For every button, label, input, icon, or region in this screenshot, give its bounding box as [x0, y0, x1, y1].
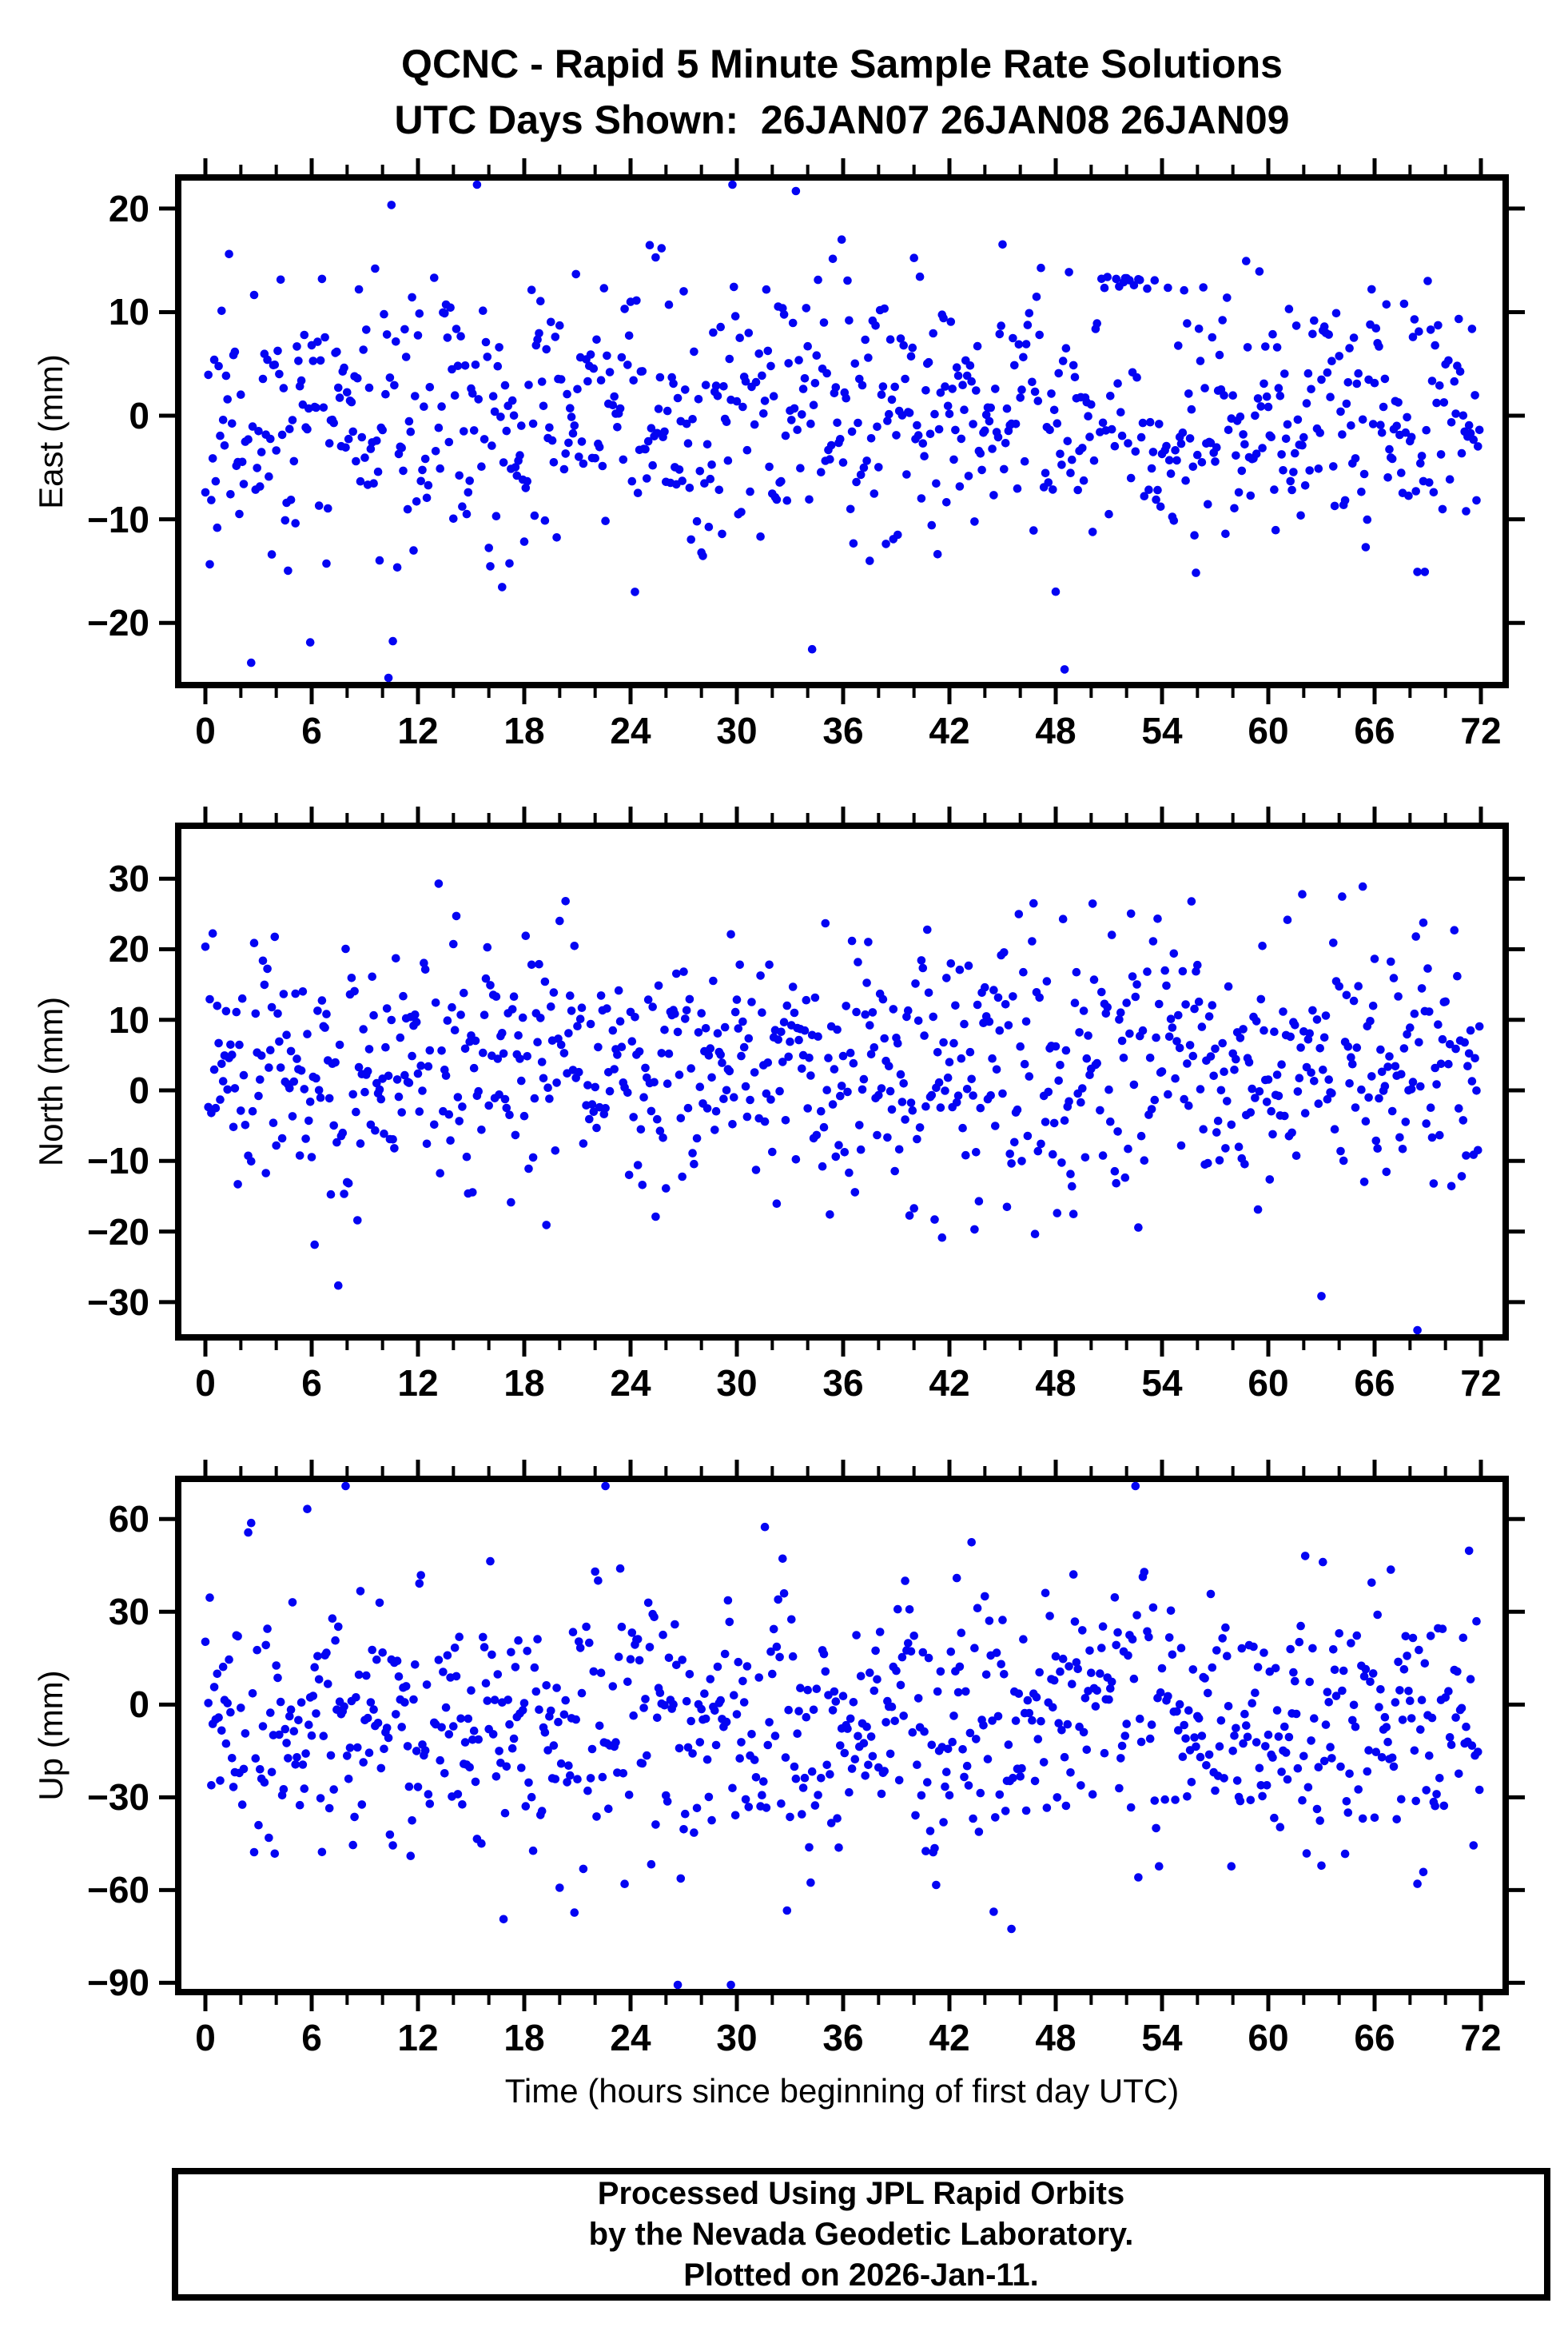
axis-ticks-north — [159, 807, 1525, 1357]
y-tick-label: −90 — [86, 1962, 149, 2004]
plot-title-line2: UTC Days Shown: 26JAN07 26JAN08 26JAN09 — [394, 98, 1290, 142]
scatter-points-north — [201, 879, 1484, 1335]
y-tick-label: −10 — [86, 498, 149, 540]
x-tick-label: 30 — [716, 2017, 758, 2058]
y-tick-label: 10 — [108, 998, 149, 1041]
x-tick-label: 42 — [929, 710, 970, 751]
x-tick-label: 6 — [301, 2017, 322, 2058]
footer-line2: by the Nevada Geodetic Laboratory. — [588, 2216, 1134, 2252]
y-tick-label: −30 — [86, 1776, 149, 1819]
x-tick-label: 30 — [716, 1362, 758, 1404]
x-tick-label: 66 — [1354, 2017, 1395, 2058]
y-tick-label: 0 — [129, 395, 149, 437]
x-tick-label: 48 — [1035, 1362, 1077, 1404]
x-tick-label: 48 — [1035, 2017, 1077, 2058]
plot-box-east — [175, 174, 1509, 688]
x-tick-label: 54 — [1141, 2017, 1183, 2058]
x-tick-label: 12 — [397, 1362, 439, 1404]
y-tick-label: 10 — [108, 291, 149, 333]
x-tick-label: 12 — [397, 2017, 439, 2058]
footer-line3: Plotted on 2026-Jan-11. — [683, 2257, 1039, 2293]
x-tick-label: 0 — [195, 710, 216, 751]
y-tick-label: −30 — [86, 1281, 149, 1323]
x-tick-label: 36 — [822, 710, 864, 751]
y-tick-label: 0 — [129, 1684, 149, 1726]
plot-panel-north — [159, 807, 1525, 1357]
y-tick-label: 30 — [108, 858, 149, 900]
axis-ticks-east — [159, 158, 1525, 704]
plot-panel-up — [159, 1460, 1525, 2011]
scatter-points-east — [201, 180, 1484, 683]
x-tick-label: 60 — [1248, 2017, 1289, 2058]
x-tick-label: 24 — [610, 710, 651, 751]
x-tick-label: 6 — [301, 710, 322, 751]
y-tick-label: −20 — [86, 602, 149, 644]
y-tick-label: −60 — [86, 1869, 149, 1911]
x-tick-label: 0 — [195, 1362, 216, 1404]
x-tick-label: 60 — [1248, 1362, 1289, 1404]
plot-title-line1: QCNC - Rapid 5 Minute Sample Rate Soluti… — [401, 42, 1283, 86]
x-tick-label: 18 — [503, 1362, 545, 1404]
y-tick-label: 20 — [108, 187, 149, 229]
x-tick-label: 72 — [1460, 1362, 1502, 1404]
x-tick-label: 48 — [1035, 710, 1077, 751]
plot-box-up — [175, 1476, 1509, 1995]
axis-ticks-up — [159, 1460, 1525, 2011]
x-tick-label: 72 — [1460, 710, 1502, 751]
x-tick-label: 60 — [1248, 710, 1289, 751]
x-tick-label: 36 — [822, 2017, 864, 2058]
x-tick-label: 24 — [610, 2017, 651, 2058]
footer-box: Processed Using JPL Rapid Orbits by the … — [172, 2168, 1550, 2301]
scatter-points-up — [201, 1481, 1484, 1990]
x-tick-label: 66 — [1354, 710, 1395, 751]
y-tick-label: 30 — [108, 1591, 149, 1633]
y-tick-label: 0 — [129, 1070, 149, 1112]
x-axis-label: Time (hours since beginning of first day… — [504, 2072, 1180, 2110]
y-tick-label: 20 — [108, 928, 149, 970]
x-tick-label: 18 — [503, 710, 545, 751]
x-tick-label: 12 — [397, 710, 439, 751]
plot-panel-east — [159, 158, 1525, 704]
x-tick-label: 54 — [1141, 710, 1183, 751]
y-tick-label: −20 — [86, 1210, 149, 1253]
x-tick-label: 0 — [195, 2017, 216, 2058]
x-tick-label: 6 — [301, 1362, 322, 1404]
y-tick-label: 60 — [108, 1498, 149, 1540]
y-tick-label: −10 — [86, 1140, 149, 1182]
x-tick-label: 36 — [822, 1362, 864, 1404]
x-tick-label: 42 — [929, 2017, 970, 2058]
x-tick-label: 42 — [929, 1362, 970, 1404]
x-tick-label: 30 — [716, 710, 758, 751]
x-tick-label: 54 — [1141, 1362, 1183, 1404]
x-tick-label: 24 — [610, 1362, 651, 1404]
x-tick-label: 66 — [1354, 1362, 1395, 1404]
footer-line1: Processed Using JPL Rapid Orbits — [597, 2175, 1125, 2211]
x-tick-label: 72 — [1460, 2017, 1502, 2058]
x-tick-label: 18 — [503, 2017, 545, 2058]
plot-box-north — [175, 823, 1509, 1341]
